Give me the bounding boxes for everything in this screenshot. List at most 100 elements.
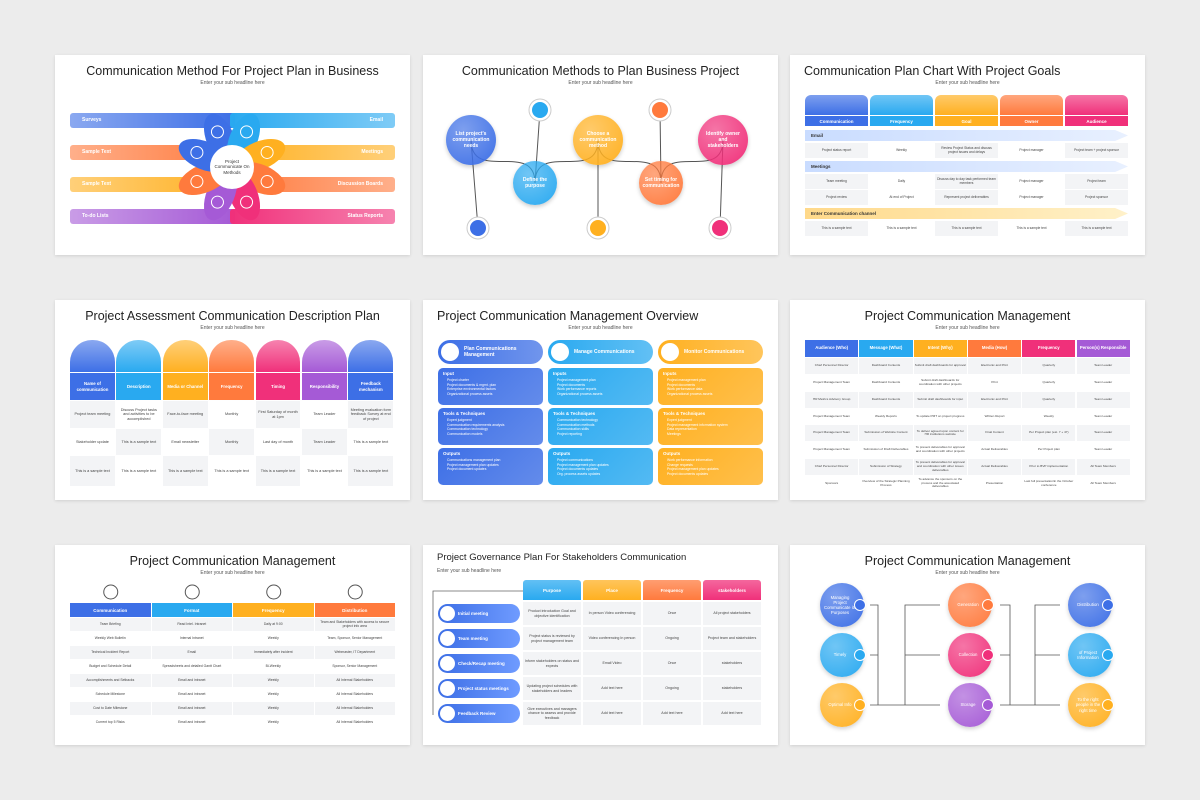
table-cell: Weekly: [233, 716, 314, 729]
section-bar: Meetings: [805, 161, 1128, 172]
table-cell: Project team meeting: [70, 401, 115, 428]
section-item: Project management plan: [557, 378, 596, 382]
table-cell: Add text here: [583, 677, 641, 700]
meeting-pill: Team meeting: [438, 629, 520, 648]
header-cell: Description: [116, 373, 162, 400]
table-cell: Quarterly: [1022, 391, 1076, 408]
table-cell: Project team + project sponsor: [1065, 143, 1128, 158]
table-cell: All Team Members: [1076, 458, 1130, 475]
step-circle: List project's communication needs: [446, 115, 496, 165]
table-cell: Project team: [1065, 174, 1128, 189]
section-item: Project document updates: [447, 467, 487, 472]
table-cell: Discuss Project tasks and activities to …: [116, 401, 162, 428]
petal-icon: [260, 175, 274, 189]
section-item: Project reporting: [557, 431, 582, 436]
table-cell: All Internal Stakeholders: [314, 688, 395, 701]
header-icon: [162, 340, 208, 372]
section-item: Communication skills: [557, 427, 589, 432]
table-cell: Schedule Milestone: [70, 688, 151, 701]
table-cell: Give executives and managers chance to a…: [523, 702, 581, 725]
connector: [432, 590, 523, 715]
section-box: Tools & Techniques Communication technolo…: [548, 408, 653, 445]
table-cell: Project Management Team: [805, 442, 859, 458]
flow-circle: Timely: [820, 633, 864, 677]
decoration: [466, 98, 732, 240]
table-cell: To present deliverables for approval and…: [913, 458, 967, 475]
meeting-label: Project status meetings: [458, 686, 509, 691]
slide-title: Project Assessment Communication Descrip…: [85, 309, 380, 323]
petal-icon: [260, 145, 274, 159]
column-icon: [551, 343, 569, 361]
table-cell: This is a sample text: [348, 429, 394, 455]
table-cell: Video conferencing In person: [583, 627, 641, 650]
table-cell: Prior to BVP implementation: [1022, 458, 1076, 475]
icon: [712, 220, 728, 236]
icon: [590, 220, 606, 236]
table-cell: Email and intranet: [151, 688, 232, 701]
table-cell: Project manager: [1000, 143, 1063, 158]
header-cell: Communication: [805, 116, 868, 126]
flow-icon: [854, 699, 866, 711]
header-cell: Frequency: [643, 580, 701, 600]
meeting-icon: [440, 706, 455, 721]
header-icon: [116, 340, 162, 372]
table-cell: Monthly: [209, 401, 255, 428]
table-cell: Immediately after incident: [233, 646, 314, 659]
meeting-label: Check/Recap meeting: [458, 661, 505, 666]
slide-subtitle: Enter your sub headline here: [200, 80, 265, 86]
table-cell: This is a sample text: [348, 456, 394, 486]
column-icon: [661, 343, 679, 361]
icon: [532, 102, 548, 118]
table-cell: Submission of Strategy: [859, 458, 913, 475]
meeting-pill: Initial meeting: [438, 604, 520, 623]
table-cell: Submission of Website Content: [859, 425, 913, 442]
section-item: Project communications: [557, 458, 593, 462]
section-item: Project documents: [557, 382, 586, 387]
section-box: Tools & Techniques Expert judgment Communi…: [438, 408, 543, 445]
slide-subtitle: Enter your sub headline here: [935, 325, 1000, 331]
section-box: Input Project charter Project documents & …: [438, 368, 543, 405]
slide-title: Project Communication Management: [129, 554, 336, 568]
table-cell: Inform stakeholders on status and expect…: [523, 652, 581, 675]
section-item: Work performance data: [667, 387, 703, 392]
header-icon: [266, 584, 282, 600]
petal-icon: [240, 195, 254, 209]
section-bar: Enter Communication channel: [805, 208, 1128, 219]
header-icon: [348, 340, 394, 372]
section-item: Project documents updates: [667, 471, 709, 476]
column-header: Plan Communications Management: [438, 340, 543, 364]
table-cell: Per Project plan (est. 7 + 47): [1022, 425, 1076, 442]
table-cell: To present deliverables for approval and…: [913, 442, 967, 458]
table-cell: Overview of the Strategic Planning Proce…: [859, 475, 913, 492]
column-title: Plan Communications Management: [464, 346, 517, 358]
header-cell: Intent (Why): [913, 340, 967, 357]
table-cell: Email: [151, 646, 232, 659]
table-cell: All Team Members: [1076, 475, 1130, 492]
icon: [652, 102, 668, 118]
section-item: Project charter: [447, 378, 470, 382]
table-cell: Chief Personnel Director: [805, 458, 859, 475]
section-heading: Tools & Techniques: [663, 411, 706, 416]
header-icon: [103, 584, 119, 600]
header-cell: Message (What): [859, 340, 913, 357]
section-heading: Tools & Techniques: [553, 411, 596, 416]
section-item: Organizational process assets: [667, 391, 713, 396]
section-heading: Inputs: [663, 371, 677, 376]
section-heading: Outputs: [553, 451, 571, 456]
table-cell: To deliver agreed upon content for HR in…: [913, 425, 967, 442]
table-cell: This is a sample text: [255, 456, 301, 486]
header-cell: Audience: [1065, 116, 1128, 126]
center-label: Project Communicate On Methods: [214, 158, 250, 175]
table-cell: Team Briefing: [70, 618, 151, 631]
table-cell: First Saturday of month at 1pm: [255, 401, 301, 428]
table-cell: This is a sample text: [209, 456, 255, 486]
table-cell: Team Leader: [1076, 425, 1130, 442]
table-cell: In person Video conferencing: [583, 602, 641, 625]
table-cell: stakeholders: [703, 652, 761, 675]
table-cell: Print: [967, 374, 1022, 391]
section-heading: Outputs: [443, 451, 461, 456]
table-cell: Dashboard Contents: [859, 391, 913, 408]
section-item: Project documents & mgmt. plan: [447, 382, 496, 387]
header-cell: Goal: [935, 116, 998, 126]
table-cell: Per Project plan: [1022, 442, 1076, 458]
